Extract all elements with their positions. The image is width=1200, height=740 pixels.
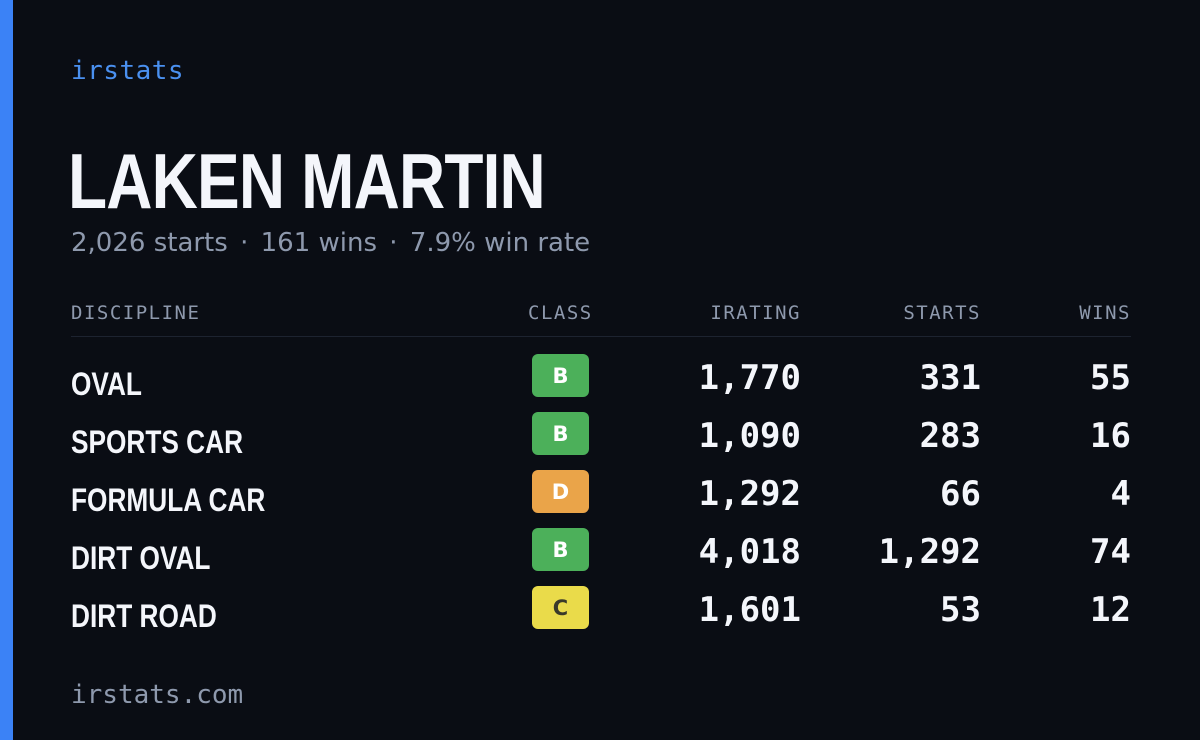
class-badge: B <box>532 528 589 571</box>
discipline-name: OVAL <box>71 366 142 402</box>
summary-separator: · <box>240 228 249 258</box>
table-row: SPORTS CAR B 1,090 283 16 <box>71 408 1131 466</box>
table-row: DIRT ROAD C 1,601 53 12 <box>71 582 1131 640</box>
starts-value: 53 <box>940 590 981 630</box>
summary-separator: · <box>389 228 398 258</box>
starts-value: 283 <box>919 416 981 456</box>
accent-bar <box>0 0 13 740</box>
table-row: DIRT OVAL B 4,018 1,292 74 <box>71 524 1131 582</box>
irating-value: 1,601 <box>698 590 801 630</box>
discipline-name: DIRT ROAD <box>71 598 217 634</box>
wins-value: 74 <box>1090 532 1131 572</box>
starts-value: 1,292 <box>878 532 981 572</box>
irating-value: 1,090 <box>698 416 801 456</box>
wins-value: 12 <box>1090 590 1131 630</box>
summary-wins: 161 wins <box>260 228 378 258</box>
discipline-name: FORMULA CAR <box>71 482 266 518</box>
player-name: LAKEN MARTIN <box>68 137 546 225</box>
class-badge: B <box>532 412 589 455</box>
irating-value: 4,018 <box>698 532 801 572</box>
wins-value: 55 <box>1090 358 1131 398</box>
discipline-name: DIRT OVAL <box>71 540 211 576</box>
player-summary: 2,026 starts · 161 wins · 7.9% win rate <box>71 228 590 258</box>
table-row: OVAL B 1,770 331 55 <box>71 350 1131 408</box>
header-class: CLASS <box>528 302 593 324</box>
discipline-table: OVAL B 1,770 331 55 SPORTS CAR B 1,090 2… <box>71 350 1131 640</box>
irating-value: 1,770 <box>698 358 801 398</box>
irating-value: 1,292 <box>698 474 801 514</box>
class-badge: D <box>532 470 589 513</box>
summary-starts: 2,026 starts <box>71 228 228 258</box>
brand-logo: irstats <box>71 56 185 86</box>
wins-value: 16 <box>1090 416 1131 456</box>
footer-url: irstats.com <box>71 680 244 710</box>
header-wins: WINS <box>1079 302 1131 324</box>
class-badge: B <box>532 354 589 397</box>
summary-win-rate: 7.9% win rate <box>409 228 591 258</box>
wins-value: 4 <box>1110 474 1131 514</box>
header-starts: STARTS <box>903 302 981 324</box>
starts-value: 66 <box>940 474 981 514</box>
discipline-name: SPORTS CAR <box>71 424 244 460</box>
starts-value: 331 <box>919 358 981 398</box>
table-row: FORMULA CAR D 1,292 66 4 <box>71 466 1131 524</box>
header-discipline: DISCIPLINE <box>71 302 201 324</box>
class-badge: C <box>532 586 589 629</box>
table-header: DISCIPLINE CLASS IRATING STARTS WINS <box>71 300 1131 337</box>
header-irating: IRATING <box>710 302 801 324</box>
